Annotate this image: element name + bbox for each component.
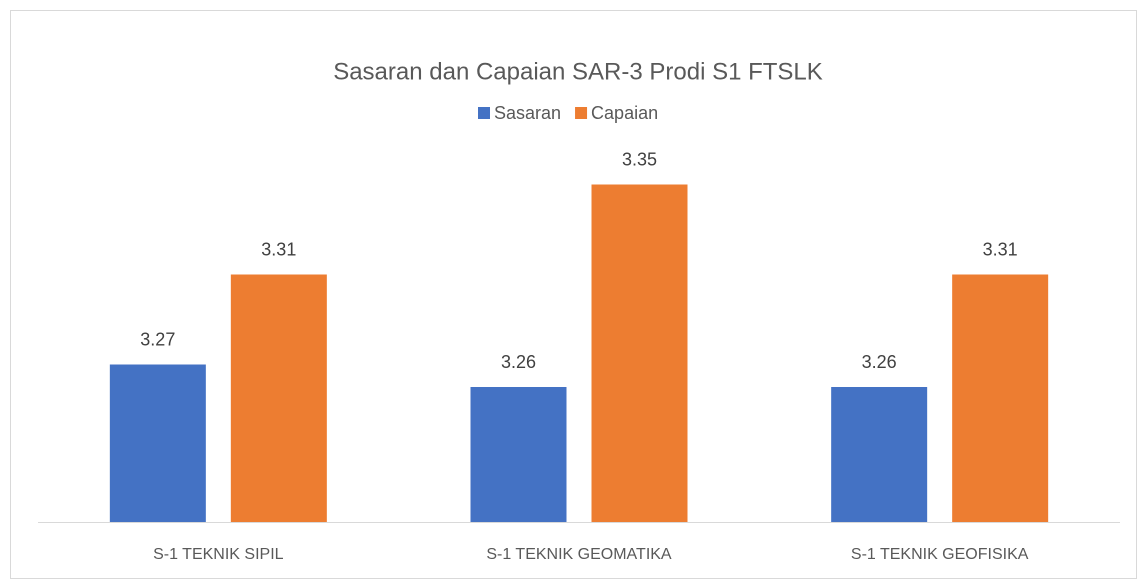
legend-label: Sasaran: [494, 103, 561, 123]
bar: [109, 364, 206, 522]
data-label: 3.27: [140, 329, 175, 349]
x-tick-label: S-1 TEKNIK GEOFISIKA: [851, 546, 1029, 563]
legend-swatch: [478, 107, 490, 119]
x-tick-label: S-1 TEKNIK GEOMATIKA: [486, 546, 672, 563]
bar: [591, 184, 688, 522]
bar: [952, 274, 1049, 522]
data-label: 3.26: [501, 352, 536, 372]
bar: [230, 274, 327, 522]
legend-swatch: [575, 107, 588, 119]
chart-title: Sasaran dan Capaian SAR-3 Prodi S1 FTSLK: [333, 58, 823, 85]
data-label: 3.31: [983, 239, 1018, 259]
data-label: 3.26: [862, 352, 897, 372]
data-label: 3.31: [261, 239, 296, 259]
data-label: 3.35: [622, 149, 657, 169]
legend-label: Capaian: [591, 103, 658, 123]
bar: [831, 387, 928, 522]
bar: [470, 387, 567, 522]
x-tick-label: S-1 TEKNIK SIPIL: [153, 546, 284, 563]
